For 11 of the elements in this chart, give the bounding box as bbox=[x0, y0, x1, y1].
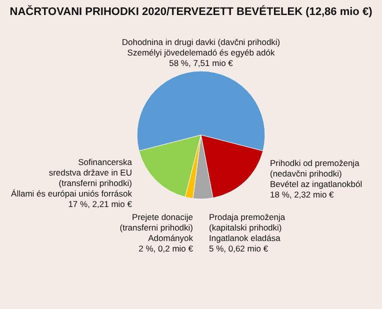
slice-label: Prihodki od premoženja (nedavčni prihodki) Bevétel az ingatlanokból bbox=[270, 158, 362, 189]
slice-label: Sofinancerska sredstva države in EU (transferni prihodki) Állami és európai uniós források bbox=[11, 157, 133, 199]
data-label: 18 %, 2,32 mio € bbox=[270, 189, 334, 200]
data-label: 5 %, 0,62 mio € bbox=[209, 244, 268, 254]
slice-label: Prejete donacije (transferni prihodki) Adományok bbox=[120, 212, 194, 243]
data-label: 2 %, 0,2 mio € bbox=[138, 244, 194, 254]
chart-title: NAČRTOVANI PRIHODKI 2020/TERVEZETT BEVÉTELEK (12,86 mio €) bbox=[10, 5, 373, 18]
data-label: 58 %, 7,51 mio € bbox=[169, 58, 234, 68]
slice-label: Dohodnina in drugi davki (davčni prihodki) Személyi jövedelemadó és egyéb adók bbox=[122, 37, 280, 58]
slice-label: Prodaja premoženja (kapitalski prihodki) Ingatlanok eladása bbox=[209, 212, 286, 243]
data-label: 17 %, 2,21 mio € bbox=[68, 199, 132, 210]
